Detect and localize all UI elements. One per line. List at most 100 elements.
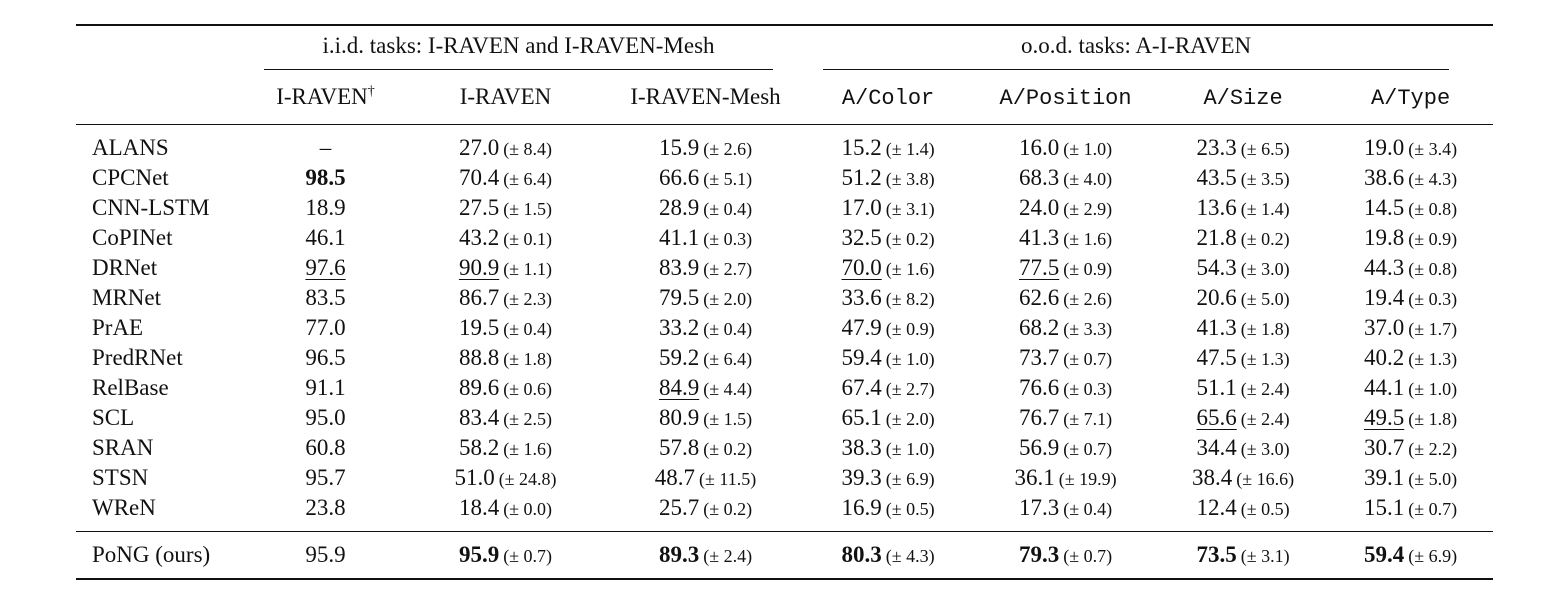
cell-value: 89.3 xyxy=(658,542,700,567)
table-cell: 15.2 (± 1.4) xyxy=(803,124,974,163)
table-cell: 13.6 (± 1.4) xyxy=(1158,193,1328,223)
cell-std-dev: (± 1.0) xyxy=(1063,139,1113,159)
cell-std-dev: (± 8.4) xyxy=(503,139,553,159)
table-cell: 20.6 (± 5.0) xyxy=(1158,283,1328,313)
cell-value: 32.5 xyxy=(841,225,882,250)
cell-std-dev: (± 0.3) xyxy=(1408,289,1458,309)
cell-std-dev: (± 0.4) xyxy=(703,319,753,339)
cell-value: 84.9 xyxy=(658,375,700,400)
table-cell: 43.5 (± 3.5) xyxy=(1158,163,1328,193)
table-cell: 86.7 (± 2.3) xyxy=(403,283,608,313)
cell-value: 83.5 xyxy=(305,285,346,310)
table-cell: 38.4 (± 16.6) xyxy=(1158,463,1328,493)
cell-value: 95.0 xyxy=(305,405,346,430)
cell-value: 79.3 xyxy=(1018,542,1060,567)
cell-value: 96.5 xyxy=(305,345,346,370)
cell-std-dev: (± 2.0) xyxy=(885,409,935,429)
cell-std-dev: (± 2.6) xyxy=(703,139,753,159)
model-name: ALANS xyxy=(76,124,248,163)
cell-std-dev: (± 6.5) xyxy=(1240,139,1290,159)
table-cell: 44.1 (± 1.0) xyxy=(1328,373,1493,403)
table-body: ALANS –27.0 (± 8.4) 15.9 (± 2.6) 15.2 (± 1.4) 1… xyxy=(76,124,1494,580)
table-cell: 51.1 (± 2.4) xyxy=(1158,373,1328,403)
cell-value: 97.6 xyxy=(305,255,346,280)
table-row: SCL 95.0 83.4 (± 2.5) 80.9 (± 1.5) 65.1 (± 2.0)… xyxy=(76,403,1493,433)
table-row: STSN 95.7 51.0 (± 24.8) 48.7 (± 11.5) 39.3 (± 6… xyxy=(76,463,1493,493)
cell-value: 54.3 xyxy=(1196,255,1237,280)
cell-value: 39.3 xyxy=(841,465,882,490)
cell-std-dev: (± 1.7) xyxy=(1408,319,1458,339)
table-row: ALANS –27.0 (± 8.4) 15.9 (± 2.6) 15.2 (± 1.4) 1… xyxy=(76,124,1494,163)
cell-value: 43.5 xyxy=(1196,165,1237,190)
table-cell: 70.0 (± 1.6) xyxy=(803,253,973,283)
cell-std-dev: (± 1.4) xyxy=(885,139,935,159)
table-cell: 88.8 (± 1.8) xyxy=(403,343,608,373)
cell-value: 73.7 xyxy=(1018,345,1060,370)
table-cell: 51.2 (± 3.8) xyxy=(803,163,973,193)
cell-value: 44.1 xyxy=(1364,375,1405,400)
table-cell: 19.5 (± 0.4) xyxy=(403,313,608,343)
cell-value: 30.7 xyxy=(1364,435,1405,460)
column-header-label: A/Position xyxy=(999,85,1132,111)
cell-std-dev: (± 1.0) xyxy=(1408,379,1458,399)
column-header-label: A/Size xyxy=(1203,85,1283,111)
cell-value: 83.4 xyxy=(458,405,500,430)
cell-std-dev: (± 0.8) xyxy=(1408,259,1458,279)
cell-std-dev: (± 0.0) xyxy=(503,499,553,519)
cell-value: 46.1 xyxy=(305,225,346,250)
model-name: STSN xyxy=(92,465,149,490)
cell-std-dev: (± 6.9) xyxy=(885,469,935,489)
cell-std-dev: (± 0.5) xyxy=(1240,499,1290,519)
cell-value: 41.3 xyxy=(1196,315,1237,340)
cell-std-dev: (± 1.5) xyxy=(703,409,753,429)
cell-std-dev: (± 0.3) xyxy=(703,229,753,249)
table-cell: 60.8 xyxy=(248,433,403,463)
table-cell: 44.3 (± 0.8) xyxy=(1328,253,1493,283)
cell-value: 60.8 xyxy=(305,435,346,460)
table-row: RelBase 91.1 89.6 (± 0.6) 84.9 (± 4.4) 67.4 (± … xyxy=(76,373,1493,403)
cell-std-dev: (± 1.8) xyxy=(503,349,553,369)
cell-value: 68.2 xyxy=(1018,315,1060,340)
cell-value: 48.7 xyxy=(654,465,696,490)
cell-std-dev: (± 7.1) xyxy=(1063,409,1113,429)
table-row: PrAE 77.0 19.5 (± 0.4) 33.2 (± 0.4) 47.9 (± 0.9… xyxy=(76,313,1493,343)
cell-std-dev: (± 1.6) xyxy=(1063,229,1113,249)
model-name: MRNet xyxy=(92,285,161,310)
cell-std-dev: (± 1.3) xyxy=(1240,349,1290,369)
table-cell: 83.5 xyxy=(248,283,403,313)
cell-value: 27.5 xyxy=(458,195,500,220)
cell-std-dev: (± 1.0) xyxy=(885,439,935,459)
cell-value: 28.9 xyxy=(658,195,700,220)
table-row: CPCNet 98.5 70.4 (± 6.4) 66.6 (± 5.1) 51.2 (± 3… xyxy=(76,163,1493,193)
table-cell: 90.9 (± 1.1) xyxy=(403,253,608,283)
cell-std-dev: (± 0.7) xyxy=(1063,546,1113,566)
model-name: CoPINet xyxy=(92,225,173,250)
ood-group-header: o.o.d. tasks: A-I-RAVEN xyxy=(823,33,1450,70)
cell-std-dev: (± 1.8) xyxy=(1408,409,1458,429)
cell-value: 16.9 xyxy=(841,495,882,520)
iid-group-header: i.i.d. tasks: I-RAVEN and I-RAVEN-Mesh xyxy=(264,33,774,70)
column-header-label: I-RAVEN-Mesh xyxy=(630,84,781,109)
cell-value: 70.0 xyxy=(841,255,882,280)
cell-std-dev: (± 1.6) xyxy=(503,439,553,459)
table-cell: 91.1 xyxy=(248,373,403,403)
cell-value: 12.4 xyxy=(1196,495,1237,520)
table-cell: 83.4 (± 2.5) xyxy=(403,403,608,433)
model-header-empty xyxy=(76,74,248,125)
cell-value: 66.6 xyxy=(658,165,700,190)
column-header-label: I-RAVEN xyxy=(459,84,552,109)
cell-value: 16.0 xyxy=(1018,135,1060,160)
table-cell: 39.3 (± 6.9) xyxy=(803,463,973,493)
results-table: i.i.d. tasks: I-RAVEN and I-RAVEN-Mesh o… xyxy=(76,24,1494,580)
table-cell: 28.9 (± 0.4) xyxy=(608,193,803,223)
cell-value: 33.6 xyxy=(841,285,882,310)
cell-std-dev: (± 3.5) xyxy=(1240,169,1290,189)
model-name: PredRNet xyxy=(92,345,183,370)
cell-value: 59.4 xyxy=(1364,542,1405,567)
cell-std-dev: (± 5.0) xyxy=(1240,289,1290,309)
cell-value: 79.5 xyxy=(658,285,700,310)
cell-std-dev: (± 0.7) xyxy=(503,546,553,566)
table-cell: 79.5 (± 2.0) xyxy=(608,283,803,313)
cell-std-dev: (± 6.9) xyxy=(1408,546,1458,566)
table-cell: 33.2 (± 0.4) xyxy=(608,313,803,343)
